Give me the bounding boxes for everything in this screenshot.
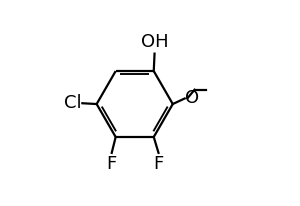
Text: F: F — [106, 155, 117, 173]
Text: F: F — [153, 155, 164, 173]
Text: O: O — [185, 89, 199, 107]
Text: Cl: Cl — [64, 94, 82, 112]
Text: OH: OH — [141, 33, 168, 51]
